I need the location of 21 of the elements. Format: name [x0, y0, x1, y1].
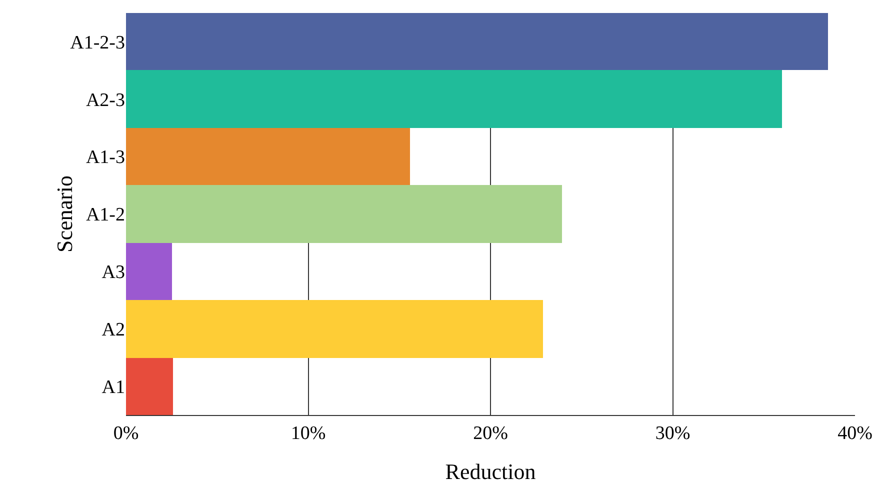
x-tick-label: 40%: [838, 422, 873, 444]
y-tick-label: A2: [102, 320, 125, 341]
bar: [126, 185, 562, 243]
x-tick-label: 20%: [473, 422, 508, 444]
x-tick-label: 10%: [290, 422, 326, 444]
bar: [126, 243, 172, 300]
y-tick-label: A1-2-3: [70, 32, 125, 54]
y-tick-label: A1: [102, 376, 125, 398]
bar: [126, 13, 828, 70]
y-tick-label: A1-3: [86, 147, 125, 168]
bar: [126, 128, 410, 185]
x-tick-label: 0%: [113, 422, 139, 444]
bar: [126, 358, 173, 415]
x-tick-label: 30%: [655, 422, 690, 444]
y-axis-title: Scenario: [52, 176, 77, 252]
y-tick-label: A2-3: [86, 90, 125, 111]
bar: [126, 70, 782, 128]
x-axis-title: Reduction: [445, 459, 536, 484]
y-tick-label: A3: [102, 262, 125, 284]
y-tick-label: A1-2: [86, 204, 125, 226]
bar: [126, 300, 543, 358]
